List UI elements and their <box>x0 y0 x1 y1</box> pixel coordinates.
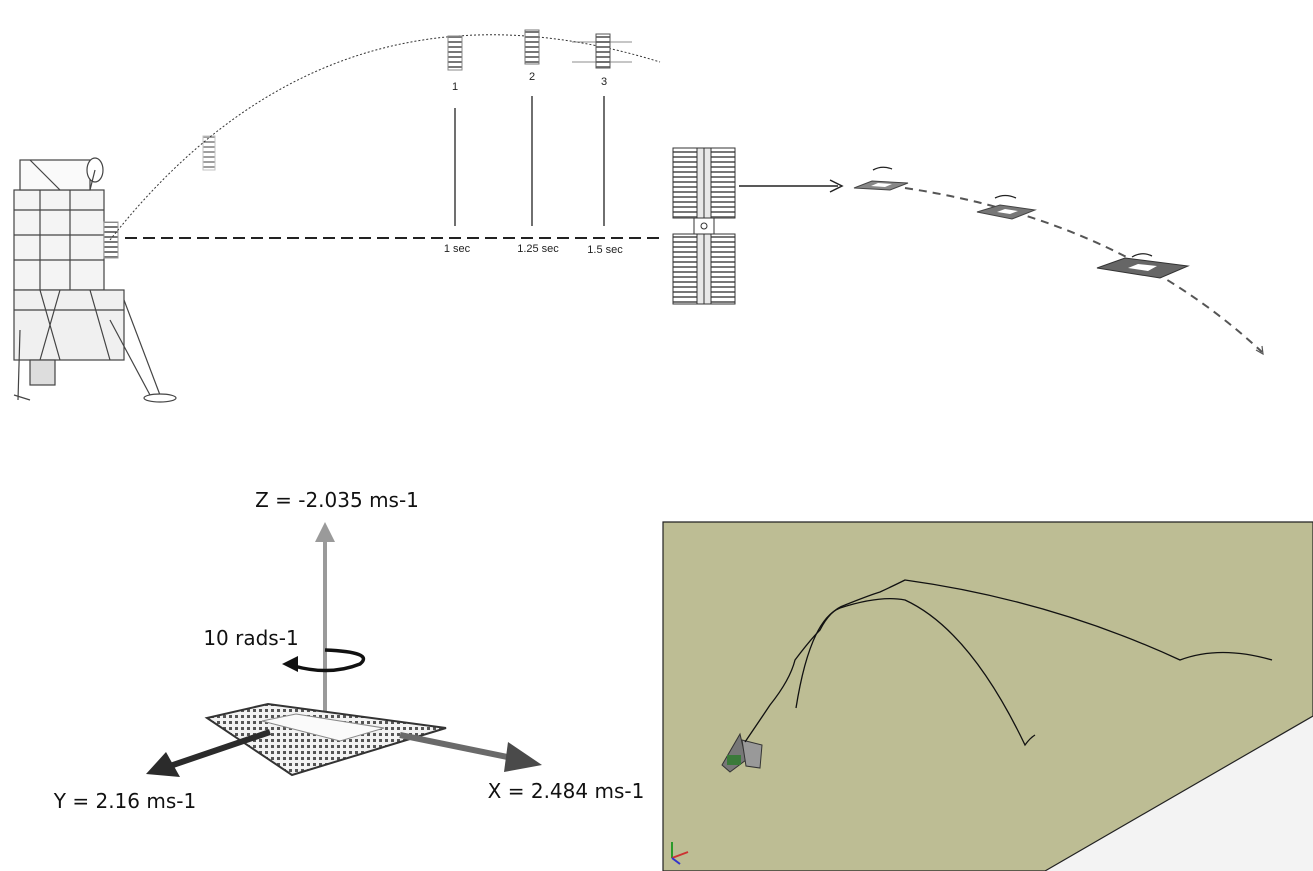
z-axis-arrowhead <box>315 522 335 542</box>
frame-number-2: 2 <box>529 71 535 83</box>
lunar-lander <box>13 157 177 403</box>
trajectory-arc <box>109 34 661 241</box>
panel-frame-3 <box>572 33 632 69</box>
chip-rotating-2 <box>976 194 1037 220</box>
chip-trajectory-arrowhead <box>1255 345 1264 356</box>
axis-triad-icon <box>671 842 689 865</box>
velocity-axes <box>146 522 542 777</box>
zoom-arrow <box>739 179 844 193</box>
ground-plane <box>662 521 1313 871</box>
solar-panel-closeup <box>672 147 736 305</box>
rotation-arrow <box>293 648 366 673</box>
time-label-2: 1.25 sec <box>517 243 559 255</box>
x-axis-label: X = 2.484 ms-1 <box>488 779 645 803</box>
x-axis-arrowhead <box>504 742 542 772</box>
panel-frame-1 <box>447 35 463 71</box>
chip-rotating-3 <box>1096 253 1190 279</box>
rotation-arrowhead <box>282 656 298 672</box>
chip-rotating-1 <box>853 166 909 191</box>
y-axis-arrow <box>169 729 271 769</box>
launcher-model <box>721 732 763 773</box>
time-label-1: 1 sec <box>444 243 471 255</box>
circuit-chip <box>204 702 447 777</box>
rotation-label: 10 rads-1 <box>203 626 298 650</box>
simulation-viewport <box>662 521 1313 871</box>
panel-launch <box>103 221 119 259</box>
panel-frame-2 <box>524 29 540 65</box>
z-axis-label: Z = -2.035 ms-1 <box>255 488 419 512</box>
frame-number-3: 3 <box>601 76 607 88</box>
y-axis-label: Y = 2.16 ms-1 <box>53 789 196 813</box>
x-axis-arrow <box>399 732 523 763</box>
sim-trajectory-1 <box>744 579 1273 743</box>
frame-number-1: 1 <box>452 81 458 93</box>
y-axis-arrowhead <box>146 752 180 777</box>
panel-ascending <box>202 135 216 171</box>
sim-trajectory-2 <box>795 598 1036 747</box>
chip-trajectory <box>904 187 1263 353</box>
time-label-3: 1.5 sec <box>587 244 623 256</box>
